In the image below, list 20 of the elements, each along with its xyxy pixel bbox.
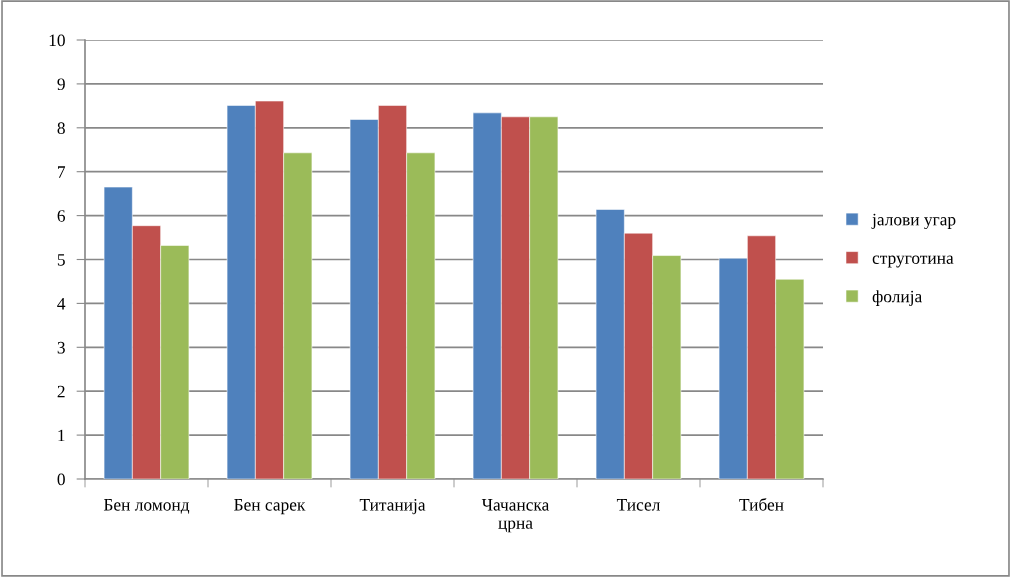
y-tick-label: 4: [57, 297, 66, 310]
x-tick-label: Бен сарек: [234, 499, 306, 515]
x-tick-label: Титанија: [359, 499, 426, 515]
y-tick-label: 5: [57, 254, 65, 266]
legend-label: фолија: [872, 290, 922, 306]
y-tick-label: 3: [57, 341, 65, 354]
x-tick-label: Тибен: [739, 498, 784, 511]
x-tick-label: Бен ломонд: [103, 499, 190, 514]
y-tick-label: 0: [57, 473, 65, 486]
y-tick-label: 9: [57, 78, 65, 91]
y-tick-label: 7: [58, 166, 66, 178]
y-tick-label: 10: [49, 34, 65, 47]
x-tick-label: Тисел: [616, 499, 660, 511]
x-tick-label: Чачанска црна: [481, 499, 550, 533]
legend-label: јалови угар: [871, 213, 956, 230]
legend-label: струготина: [872, 255, 954, 268]
y-tick-label: 1: [58, 429, 65, 442]
y-tick-label: 2: [57, 385, 65, 398]
y-tick-label: 6: [57, 210, 66, 222]
y-tick-label: 8: [57, 122, 65, 134]
